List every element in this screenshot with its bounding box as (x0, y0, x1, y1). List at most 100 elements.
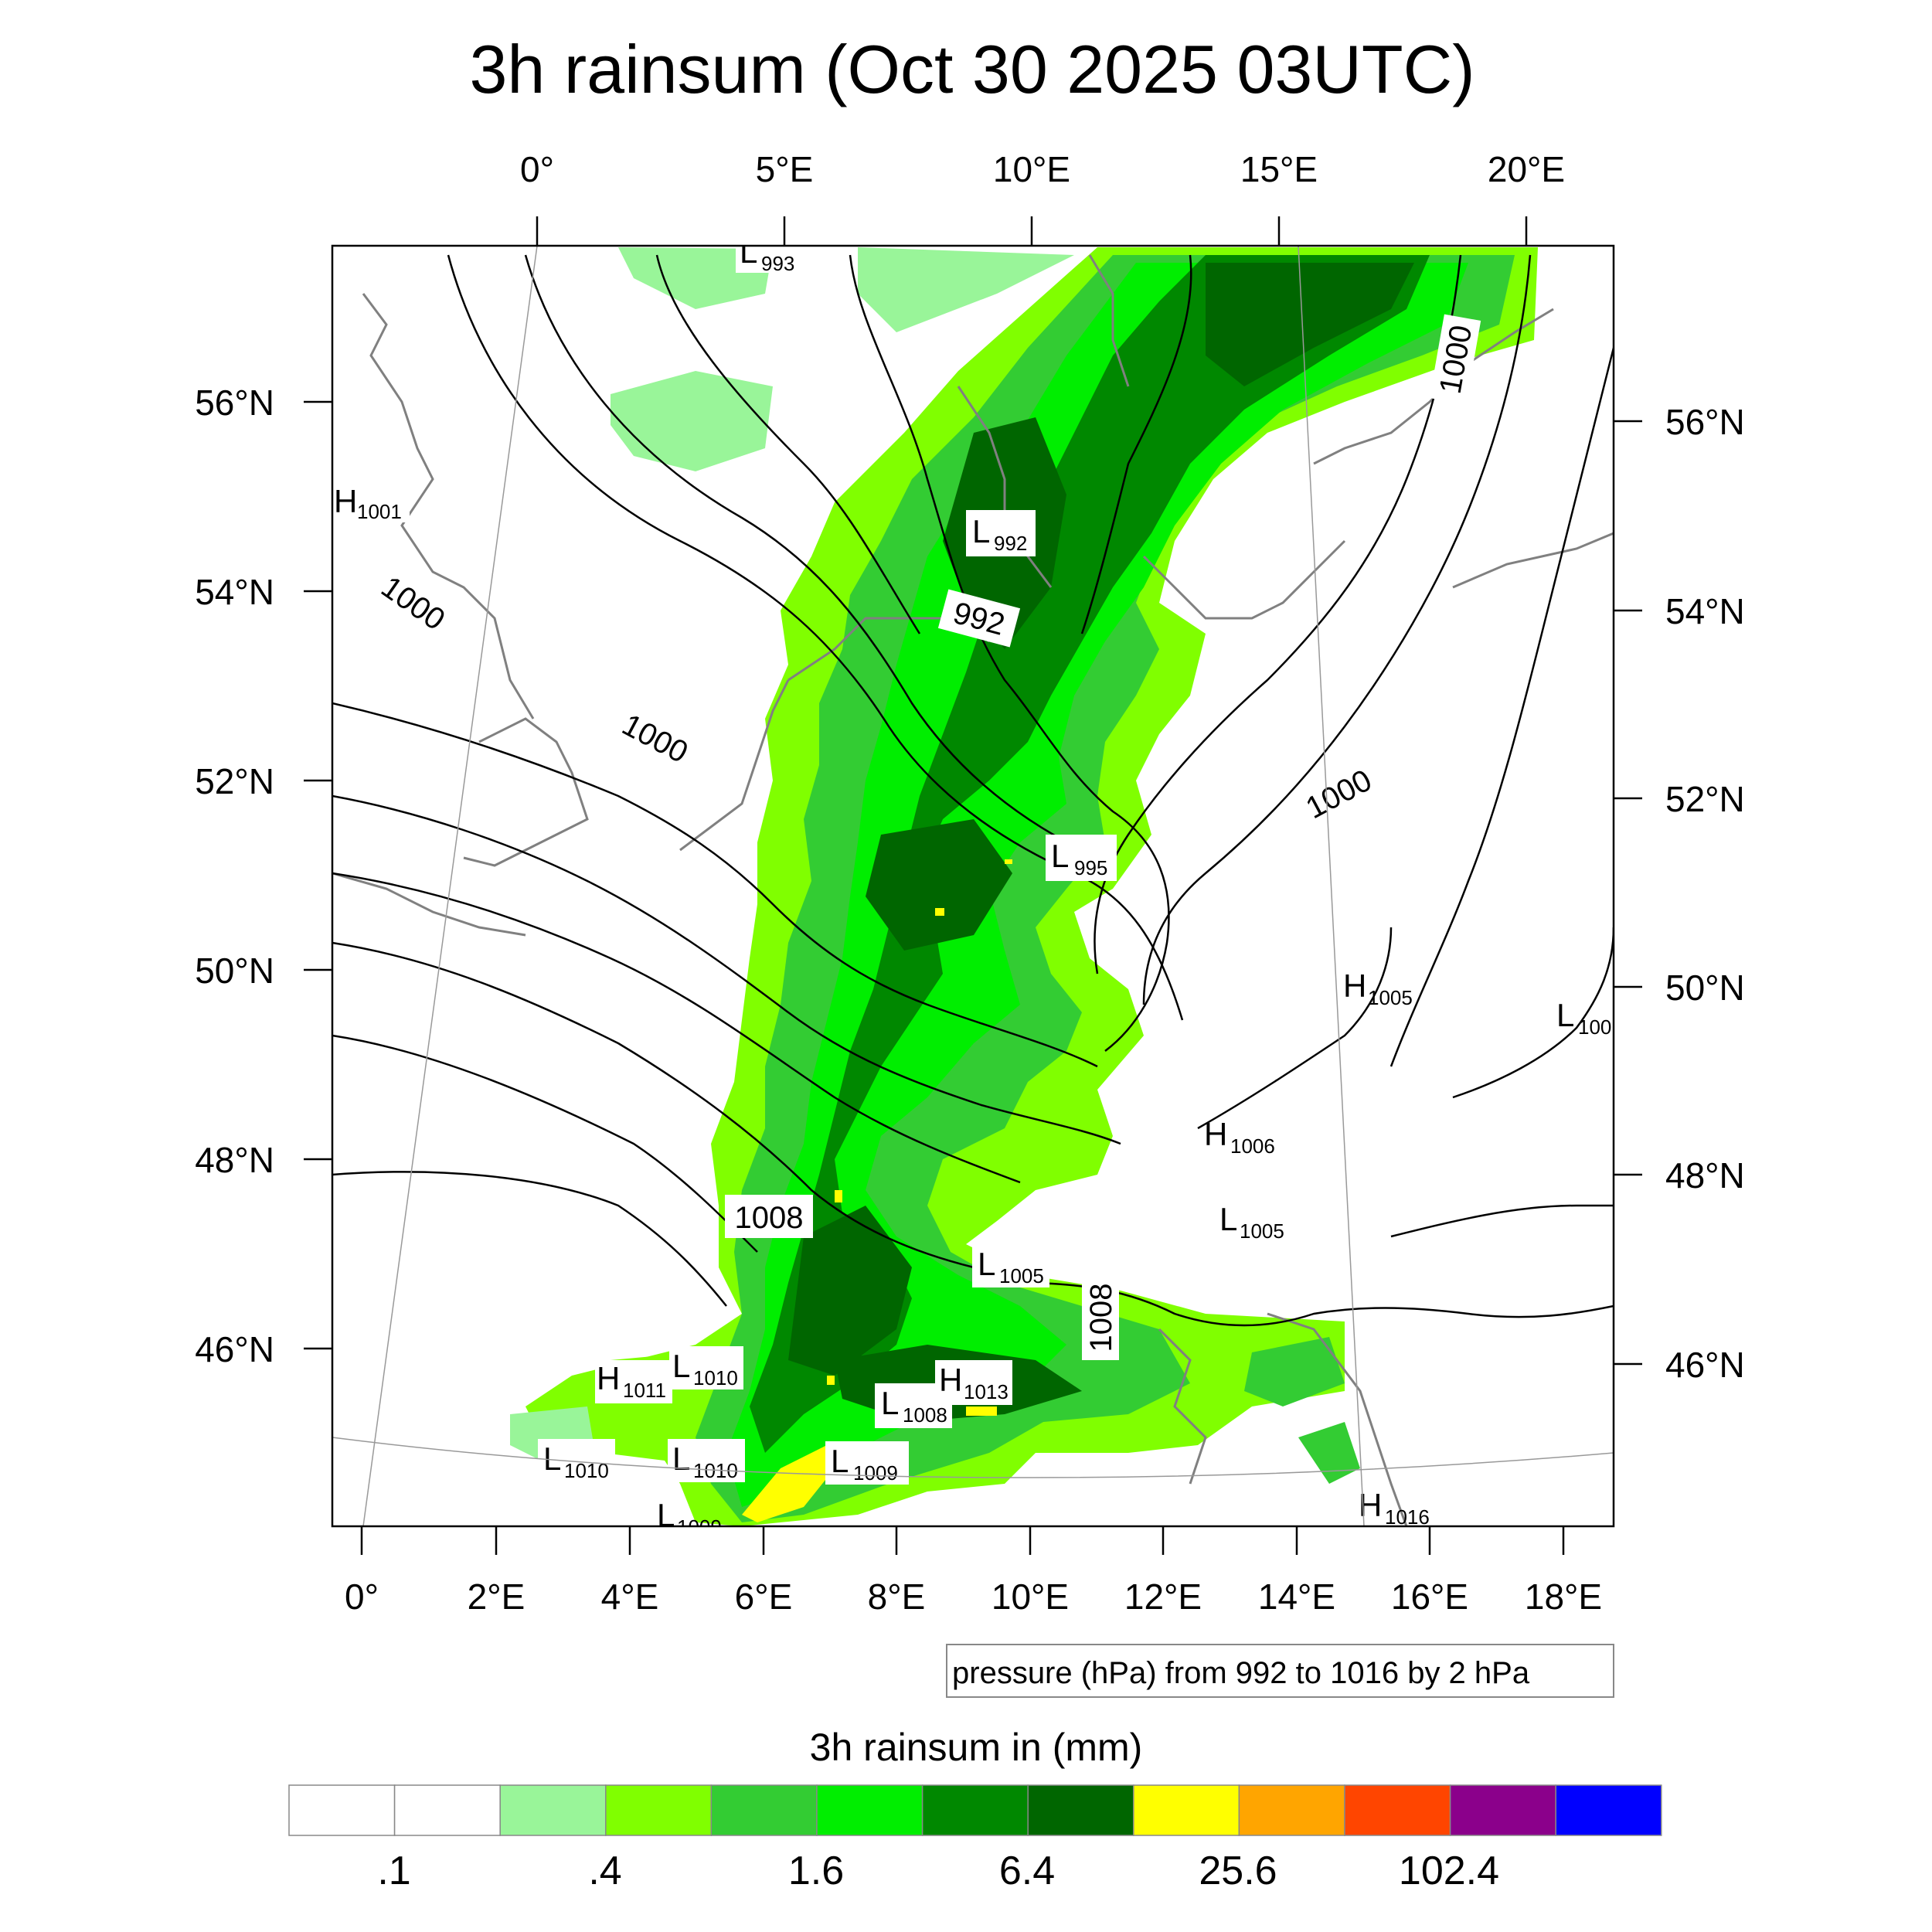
pressure-center-letter: L (972, 513, 990, 549)
colorbar-swatch (288, 1784, 396, 1836)
pressure-info-text: pressure (hPa) from 992 to 1016 by 2 hPa (952, 1656, 1530, 1690)
colorbar-tick-label: 1.6 (788, 1849, 844, 1893)
colorbar-swatch (816, 1784, 923, 1836)
bottom-axis-label: 8°E (868, 1577, 926, 1617)
bottom-axis-label: 18°E (1525, 1577, 1602, 1617)
colorbar-tick-labels: .1 .4 1.6 6.4 25.6 102.4 (377, 1849, 1499, 1893)
map-frame (331, 244, 1615, 1528)
bottom-axis-label: 2°E (468, 1577, 526, 1617)
rain-light-area (858, 247, 1074, 332)
pressure-center-value: 1009 (677, 1515, 722, 1539)
pressure-center-value: 1006 (1230, 1134, 1275, 1158)
left-axis-label: 46°N (195, 1329, 274, 1369)
pressure-center-letter: H (939, 1362, 962, 1398)
pressure-center-letter: L (1219, 1201, 1237, 1237)
pressure-center-value: 100 (1578, 1015, 1611, 1039)
left-axis-label: 52°N (195, 761, 274, 801)
colorbar-swatch (710, 1784, 818, 1836)
right-axis-label: 50°N (1665, 968, 1745, 1008)
bottom-axis-label: 14°E (1258, 1577, 1335, 1617)
bottom-axis-labels: 0° 2°E 4°E 6°E 8°E 10°E 12°E 14°E 16°E 1… (345, 1577, 1602, 1617)
heavy-rain-spot (1005, 859, 1012, 864)
rain-core-patch (1206, 263, 1414, 386)
right-axis-label: 46°N (1665, 1345, 1745, 1385)
heavy-rain-spot (827, 1376, 835, 1385)
map-area: 1000 992 1000 1000 1000 1008 (332, 233, 1614, 1539)
colorbar-swatch (393, 1784, 501, 1836)
colorbar-swatch (1133, 1784, 1240, 1836)
pressure-center-letter: L (1556, 997, 1574, 1033)
colorbar-swatch (499, 1784, 607, 1836)
bottom-axis-label: 4°E (601, 1577, 659, 1617)
pressure-center-letter: H (1343, 968, 1366, 1004)
left-axis-label: 50°N (195, 951, 274, 991)
pressure-center-letter: L (1051, 838, 1069, 874)
pressure-center-value: 1008 (903, 1403, 947, 1427)
contour-label: 1008 (735, 1201, 804, 1235)
colorbar-swatch (1449, 1784, 1556, 1836)
bottom-axis-ticks (360, 1526, 1565, 1555)
left-axis-ticks (304, 400, 332, 1350)
right-axis-labels: 56°N 54°N 52°N 50°N 48°N 46°N (1665, 402, 1745, 1385)
heavy-rain-spot (966, 1406, 997, 1416)
heavy-rain-spot (935, 908, 944, 916)
rain-band-middle (696, 255, 1515, 1522)
pressure-center-letter: H (334, 483, 357, 519)
colorbar-swatch (1027, 1784, 1134, 1836)
bottom-axis-label: 12°E (1124, 1577, 1202, 1617)
top-axis-labels: 0° 5°E 10°E 15°E 20°E (520, 149, 1565, 189)
colorbar-swatch (1344, 1784, 1451, 1836)
pressure-center-value: 1009 (853, 1461, 898, 1485)
pressure-center-letter: H (597, 1360, 620, 1396)
colorbar (288, 1784, 1662, 1836)
pressure-center-value: 1016 (1385, 1505, 1430, 1529)
colorbar-tick-label: 102.4 (1399, 1849, 1499, 1893)
colorbar-title: 3h rainsum in (mm) (810, 1726, 1143, 1769)
pressure-center-letter: L (543, 1440, 561, 1477)
right-axis-label: 52°N (1665, 779, 1745, 819)
rain-patch-east (1244, 1337, 1345, 1406)
left-axis-label: 48°N (195, 1140, 274, 1180)
colorbar-swatch (1238, 1784, 1345, 1836)
rain-patch-east (1298, 1422, 1360, 1484)
heavy-rain-spot (742, 1445, 835, 1522)
colorbar-swatch (921, 1784, 1029, 1836)
contour-label: 1008 (1084, 1284, 1118, 1352)
top-axis-label: 5°E (756, 149, 814, 189)
pressure-center-letter: L (657, 1497, 675, 1533)
pressure-center-value: 993 (761, 252, 794, 275)
pressure-center-value: 1005 (1368, 986, 1413, 1009)
colorbar-tick-label: .4 (588, 1849, 621, 1893)
pressure-center-letter: L (740, 233, 757, 270)
pressure-center-value: 1005 (1240, 1219, 1284, 1243)
left-axis-label: 54°N (195, 572, 274, 612)
rain-light-area (611, 371, 773, 471)
right-axis-label: 48°N (1665, 1155, 1745, 1196)
rain-core-patch (788, 1206, 912, 1376)
bottom-axis-label: 16°E (1391, 1577, 1468, 1617)
colorbar-tick-label: 6.4 (999, 1849, 1055, 1893)
left-axis-label: 56°N (195, 383, 274, 423)
colorbar-tick-label: .1 (377, 1849, 410, 1893)
colorbar-tick-label: 25.6 (1199, 1849, 1277, 1893)
bottom-axis-label: 10°E (992, 1577, 1069, 1617)
colorbar-swatch (1555, 1784, 1662, 1836)
pressure-center-value: 1013 (964, 1380, 1009, 1403)
rain-core-patch (866, 819, 1012, 951)
pressure-center-value: 1005 (999, 1264, 1044, 1287)
pressure-center-value: 995 (1074, 856, 1107, 879)
pressure-center-letter: L (831, 1443, 849, 1479)
right-axis-label: 54°N (1665, 591, 1745, 631)
pressure-center-value: 992 (994, 532, 1027, 555)
top-axis-label: 15°E (1240, 149, 1318, 189)
rain-light-area (618, 247, 773, 309)
right-axis-ticks (1614, 420, 1642, 1366)
top-axis-label: 20°E (1488, 149, 1565, 189)
pressure-center-letter: L (672, 1348, 690, 1384)
colorbar-swatch (605, 1784, 713, 1836)
pressure-center-letter: L (978, 1246, 995, 1282)
map-title: 3h rainsum (Oct 30 2025 03UTC) (469, 31, 1475, 107)
pressure-center-value: 1011 (623, 1379, 666, 1402)
